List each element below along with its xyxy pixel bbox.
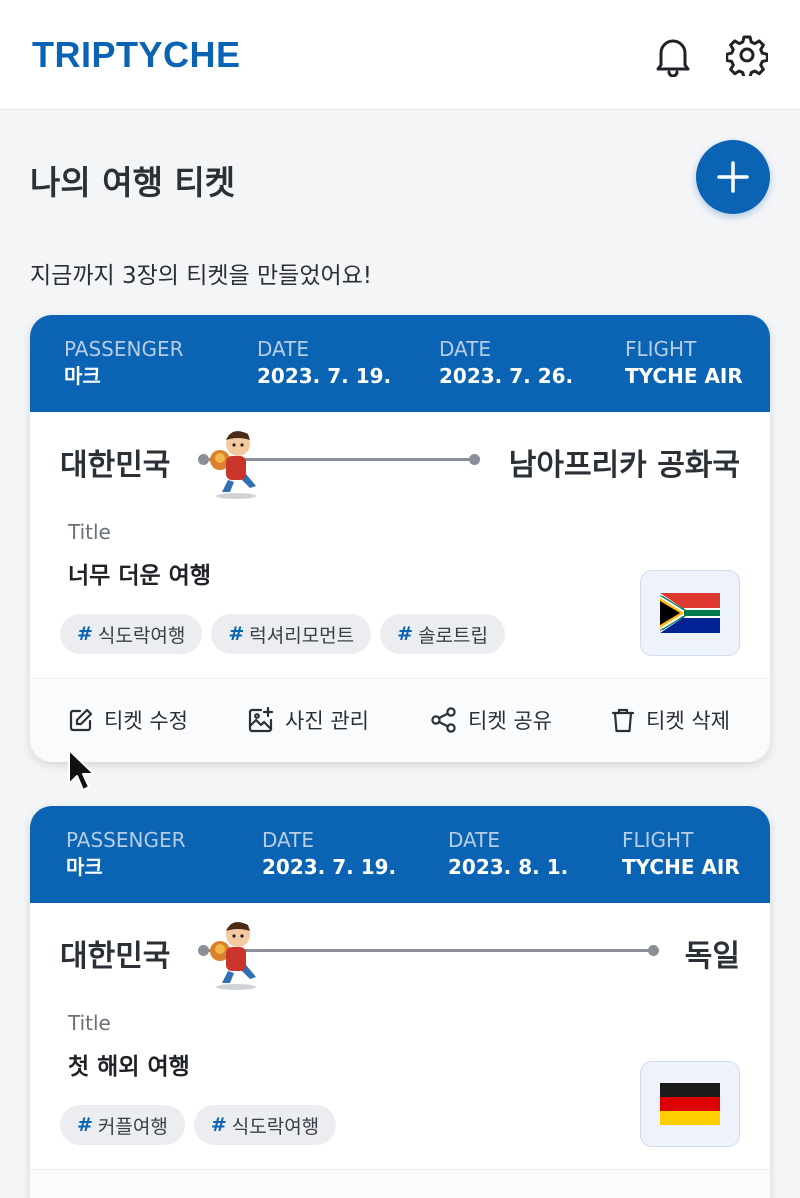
ticket-card[interactable]: PASSENGER 마크 DATE 2023. 7. 19. DATE 2023… xyxy=(30,315,770,762)
gear-icon[interactable] xyxy=(724,30,770,80)
title-label: Title xyxy=(68,1011,111,1035)
date-label: DATE xyxy=(448,828,501,852)
mouse-cursor-icon xyxy=(66,748,96,798)
bell-icon[interactable] xyxy=(650,30,696,80)
start-date-column: DATE 2023. 7. 19. xyxy=(257,337,391,391)
tag-chip[interactable]: # 커플여행 xyxy=(60,1105,185,1145)
south-africa-flag xyxy=(660,593,720,633)
end-date-value: 2023. 8. 1. xyxy=(448,855,569,879)
tag-label: 커플여행 xyxy=(97,1115,168,1138)
route: 대한민국 독일 xyxy=(30,903,770,998)
trash-icon xyxy=(611,708,635,733)
page-title: 나의 여행 티켓 xyxy=(30,163,236,202)
ticket-count-text: 지금까지 3장의 티켓을 만들었어요! xyxy=(30,263,373,289)
tag-chip[interactable]: # 럭셔리모먼트 xyxy=(211,614,372,654)
share-ticket-label: 티켓 공유 xyxy=(468,709,552,733)
tag-chip[interactable]: # 식도락여행 xyxy=(60,614,203,654)
edit-ticket-label: 티켓 수정 xyxy=(104,709,188,733)
flight-column: FLIGHT TYCHE AIR xyxy=(625,337,743,391)
tag-label: 식도락여행 xyxy=(97,624,186,647)
photo-add-icon xyxy=(248,706,274,733)
tag-label: 식도락여행 xyxy=(231,1115,320,1138)
start-date-column: DATE 2023. 7. 19. xyxy=(262,828,396,882)
flight-value: TYCHE AIR xyxy=(622,855,740,879)
date-label: DATE xyxy=(257,337,310,361)
plus-icon xyxy=(717,161,749,193)
ticket-actions: 티켓 수정 xyxy=(30,1169,770,1198)
edit-ticket-button[interactable]: 티켓 수정 xyxy=(68,705,188,735)
passenger-label: PASSENGER xyxy=(64,337,184,361)
passenger-label: PASSENGER xyxy=(66,828,186,852)
traveler-icon xyxy=(206,911,266,995)
date-label: DATE xyxy=(262,828,315,852)
ticket-header: PASSENGER 마크 DATE 2023. 7. 19. DATE 2023… xyxy=(30,315,770,412)
app-logo[interactable]: TRIPTYCHE xyxy=(32,34,241,75)
origin-dot xyxy=(198,454,209,465)
passenger-column: PASSENGER 마크 xyxy=(64,337,183,391)
flight-label: FLIGHT xyxy=(622,828,694,852)
start-date-value: 2023. 7. 19. xyxy=(262,855,397,879)
delete-ticket-label: 티켓 삭제 xyxy=(646,709,730,733)
tag-chip[interactable]: # 솔로트립 xyxy=(380,614,505,654)
destination-country: 독일 xyxy=(684,939,740,974)
tag-list: # 식도락여행 # 럭셔리모먼트 # 솔로트립 xyxy=(60,614,505,654)
destination-dot xyxy=(648,945,659,956)
passenger-value: 마크 xyxy=(66,855,103,879)
ticket-header: PASSENGER 마크 DATE 2023. 7. 19. DATE 2023… xyxy=(30,806,770,903)
flight-value: TYCHE AIR xyxy=(625,364,743,388)
delete-ticket-button[interactable]: 티켓 삭제 xyxy=(610,705,730,735)
route: 대한민국 남아프리카 공화국 xyxy=(30,412,770,507)
ticket-title: 첫 해외 여행 xyxy=(68,1054,190,1080)
traveler-icon xyxy=(206,420,266,504)
ticket-actions: 티켓 수정 사진 관리 티켓 공유 티켓 삭제 xyxy=(30,678,770,762)
share-ticket-button[interactable]: 티켓 공유 xyxy=(430,705,552,735)
date-label: DATE xyxy=(439,337,492,361)
start-date-value: 2023. 7. 19. xyxy=(257,364,392,388)
origin-country: 대한민국 xyxy=(60,939,171,974)
passenger-column: PASSENGER 마크 xyxy=(66,828,185,882)
hash-symbol: # xyxy=(77,1114,93,1136)
route-line xyxy=(204,458,474,461)
top-bar: TRIPTYCHE xyxy=(0,0,800,110)
ticket-card[interactable]: PASSENGER 마크 DATE 2023. 7. 19. DATE 2023… xyxy=(30,806,770,1198)
add-ticket-button[interactable] xyxy=(696,140,770,214)
share-icon xyxy=(431,707,456,733)
hash-symbol: # xyxy=(397,623,414,645)
end-date-column: DATE 2023. 8. 1. xyxy=(448,828,568,882)
title-label: Title xyxy=(68,520,111,544)
destination-country: 남아프리카 공화국 xyxy=(508,448,740,483)
tag-chip[interactable]: # 식도락여행 xyxy=(193,1105,337,1145)
ticket-title: 너무 더운 여행 xyxy=(68,563,211,589)
hash-symbol: # xyxy=(77,623,93,645)
origin-country: 대한민국 xyxy=(60,448,171,483)
origin-dot xyxy=(198,945,209,956)
germany-flag xyxy=(660,1083,720,1125)
tag-label: 럭셔리모먼트 xyxy=(249,624,355,647)
destination-dot xyxy=(469,454,480,465)
tag-label: 솔로트립 xyxy=(418,624,488,647)
flight-label: FLIGHT xyxy=(625,337,697,361)
manage-photos-label: 사진 관리 xyxy=(285,709,369,733)
flight-column: FLIGHT TYCHE AIR xyxy=(622,828,740,882)
country-flag-button[interactable] xyxy=(640,1061,740,1147)
manage-photos-button[interactable]: 사진 관리 xyxy=(247,705,369,735)
passenger-value: 마크 xyxy=(64,364,101,388)
end-date-column: DATE 2023. 7. 26. xyxy=(439,337,573,391)
end-date-value: 2023. 7. 26. xyxy=(439,364,574,388)
route-line xyxy=(204,949,654,952)
edit-icon xyxy=(69,708,93,732)
country-flag-button[interactable] xyxy=(640,570,740,656)
tag-list: # 커플여행 # 식도락여행 xyxy=(60,1105,337,1145)
hash-symbol: # xyxy=(210,1114,227,1136)
hash-symbol: # xyxy=(228,623,245,645)
